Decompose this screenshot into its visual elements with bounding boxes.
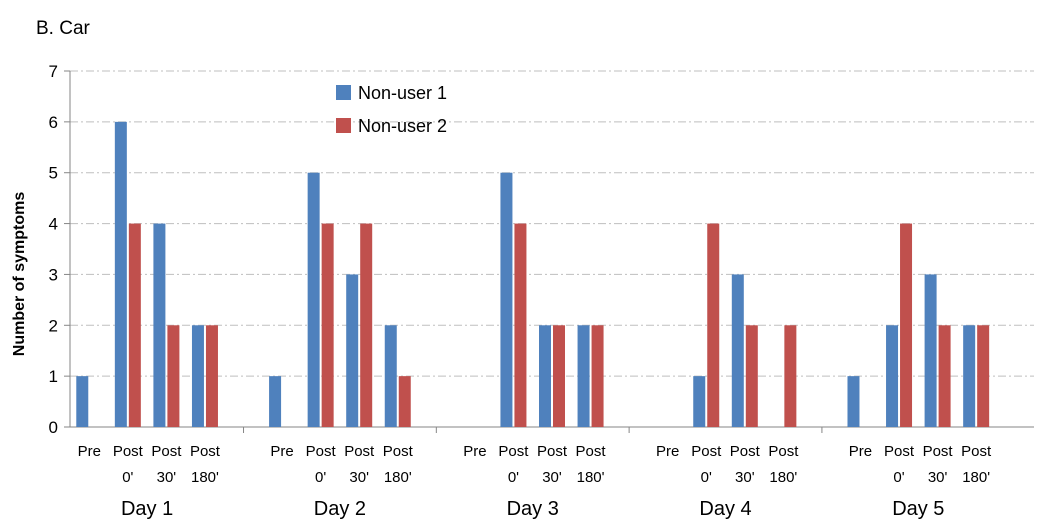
- legend-swatch-non-user-2: [336, 118, 351, 133]
- x-category-label: Post: [151, 443, 182, 460]
- legend: Non-user 1 Non-user 2: [336, 83, 447, 136]
- legend-label: Non-user 1: [358, 83, 447, 103]
- x-category-sublabel: 30': [735, 469, 755, 486]
- bar-non-user-2: [321, 223, 334, 427]
- x-category-sublabel: 30': [157, 469, 177, 486]
- x-category-label: Pre: [463, 443, 486, 460]
- y-tick-label: 2: [49, 316, 58, 335]
- x-category-label: Post: [923, 443, 954, 460]
- x-category-sublabel: 180': [577, 469, 605, 486]
- bar-non-user-2: [360, 223, 373, 427]
- bar-non-user-2: [398, 376, 411, 427]
- bar-non-user-1: [384, 325, 397, 427]
- x-category-label: Post: [576, 443, 607, 460]
- y-tick-label: 5: [49, 164, 58, 183]
- x-group-label: Day 1: [121, 498, 173, 520]
- bar-non-user-1: [577, 325, 590, 427]
- y-tick-label: 0: [49, 418, 58, 437]
- bar-non-user-1: [153, 223, 166, 427]
- bar-non-user-2: [745, 325, 758, 427]
- x-category-sublabel: 0': [893, 469, 904, 486]
- chart-title: B. Car: [36, 18, 90, 39]
- x-category-label: Post: [961, 443, 992, 460]
- x-category-label: Pre: [656, 443, 679, 460]
- y-tick-label: 6: [49, 113, 58, 132]
- x-category-label: Post: [190, 443, 221, 460]
- x-category-label: Post: [498, 443, 529, 460]
- bar-non-user-1: [307, 172, 320, 427]
- x-category-sublabel: 180': [384, 469, 412, 486]
- x-category-label: Pre: [78, 443, 101, 460]
- x-group-label: Day 4: [699, 498, 751, 520]
- labels: 0 1 2 3 4 5 6 7 Pre Post 0' Post 30' Post 180' Day 1 Pre…: [49, 62, 992, 520]
- bar-non-user-1: [847, 376, 860, 427]
- x-category-label: Post: [884, 443, 915, 460]
- x-category-sublabel: 180': [191, 469, 219, 486]
- bar-non-user-2: [167, 325, 180, 427]
- x-category-sublabel: 30': [542, 469, 562, 486]
- bar-non-user-1: [886, 325, 899, 427]
- x-category-sublabel: 0': [701, 469, 712, 486]
- bar-non-user-2: [784, 325, 797, 427]
- x-category-label: Pre: [270, 443, 293, 460]
- x-category-sublabel: 0': [315, 469, 326, 486]
- axes: [64, 70, 1034, 433]
- legend-swatch-non-user-1: [336, 85, 351, 100]
- y-tick-label: 4: [49, 215, 58, 234]
- bar-non-user-1: [500, 172, 513, 427]
- x-category-sublabel: 180': [769, 469, 797, 486]
- x-category-sublabel: 0': [508, 469, 519, 486]
- bar-non-user-2: [553, 325, 565, 427]
- y-tick-label: 7: [49, 62, 58, 81]
- bar-non-user-2: [938, 325, 951, 427]
- bar-non-user-2: [514, 223, 527, 427]
- bar-non-user-2: [591, 325, 604, 427]
- x-category-label: Post: [306, 443, 337, 460]
- gridlines: [70, 70, 1034, 377]
- bar-non-user-1: [191, 325, 204, 427]
- x-category-sublabel: 30': [349, 469, 369, 486]
- y-axis-label: Number of symptoms: [11, 192, 28, 357]
- bar-non-user-1: [114, 121, 127, 427]
- bar-non-user-1: [693, 376, 706, 427]
- x-category-label: Post: [537, 443, 568, 460]
- x-category-sublabel: 30': [928, 469, 948, 486]
- bar-non-user-2: [707, 223, 720, 427]
- x-category-label: Post: [344, 443, 375, 460]
- bar-non-user-1: [924, 274, 937, 427]
- x-category-sublabel: 0': [122, 469, 133, 486]
- x-group-label: Day 5: [892, 498, 944, 520]
- x-category-sublabel: 180': [962, 469, 990, 486]
- x-category-label: Pre: [849, 443, 872, 460]
- bar-non-user-1: [963, 325, 976, 427]
- y-tick-label: 1: [49, 367, 58, 386]
- legend-label: Non-user 2: [358, 116, 447, 136]
- bar-non-user-1: [539, 325, 551, 427]
- bar-non-user-2: [977, 325, 990, 427]
- bars: [76, 121, 990, 427]
- x-category-label: Post: [113, 443, 144, 460]
- x-group-label: Day 2: [314, 498, 366, 520]
- x-category-label: Post: [691, 443, 722, 460]
- bar-non-user-1: [76, 376, 89, 427]
- bar-non-user-2: [205, 325, 218, 427]
- bar-non-user-1: [346, 274, 359, 427]
- x-group-label: Day 3: [507, 498, 559, 520]
- x-category-label: Post: [383, 443, 414, 460]
- bar-non-user-1: [731, 274, 744, 427]
- y-tick-label: 3: [49, 265, 58, 284]
- bar-non-user-1: [269, 376, 282, 427]
- x-category-label: Post: [768, 443, 799, 460]
- bar-non-user-2: [128, 223, 141, 427]
- x-category-label: Post: [730, 443, 761, 460]
- bar-non-user-2: [900, 223, 913, 427]
